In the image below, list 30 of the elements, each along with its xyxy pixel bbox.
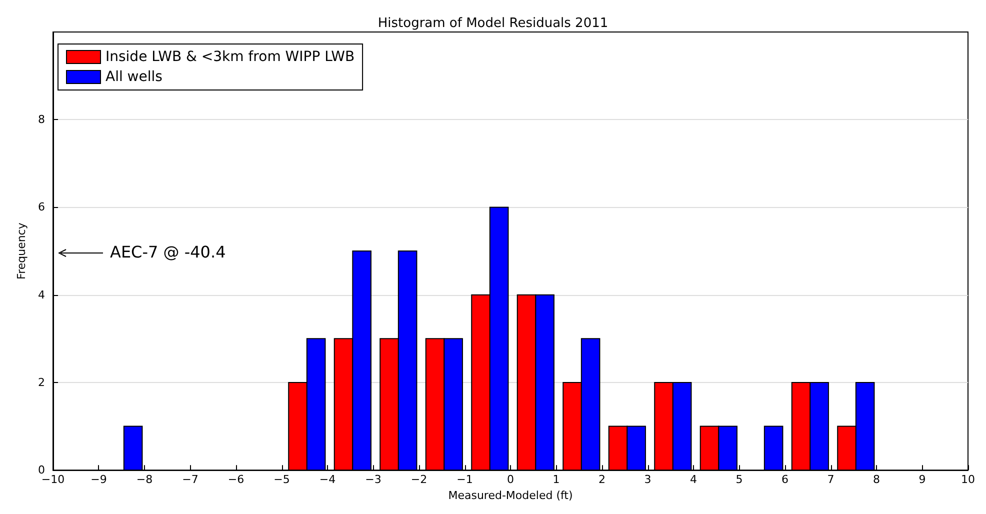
x-tick-label: 8 (873, 473, 880, 486)
y-tick-label: 6 (38, 200, 45, 214)
x-tick-label: 6 (782, 473, 788, 486)
legend-label: All wells (106, 69, 162, 85)
legend-label: Inside LWB & <3km from WIPP LWB (106, 49, 355, 65)
x-tick-label: 10 (961, 473, 975, 486)
annotation: AEC-7 @ -40.4 (110, 242, 226, 262)
x-tick-label: 7 (827, 473, 834, 486)
x-tick-label: −6 (228, 473, 244, 486)
y-tick-label: 4 (38, 288, 45, 302)
y-axis-title: Frequency (15, 222, 28, 280)
x-tick-label: −8 (136, 473, 153, 486)
x-tick-label: −4 (319, 473, 336, 486)
x-tick-label: 2 (598, 473, 606, 486)
y-tick-label: 2 (38, 376, 45, 389)
x-tick-label: −9 (90, 473, 107, 486)
x-tick-label: −2 (410, 473, 428, 486)
x-tick-label: 5 (736, 473, 743, 486)
x-tick-label: 0 (507, 473, 514, 486)
x-tick-label: 4 (690, 473, 697, 486)
x-tick-label: 1 (552, 473, 560, 486)
x-tick-label: 3 (644, 473, 652, 486)
chart-title: Histogram of Model Residuals 2011 (378, 16, 608, 31)
x-tick-label: −7 (182, 473, 198, 486)
y-tick-label: 8 (38, 113, 45, 126)
x-tick-label: 9 (918, 473, 926, 486)
x-tick-label: −5 (274, 473, 290, 486)
x-tick-label: −3 (365, 473, 382, 486)
x-tick-label: −1 (456, 473, 473, 486)
x-axis-title: Measured-Modeled (ft) (448, 489, 573, 502)
